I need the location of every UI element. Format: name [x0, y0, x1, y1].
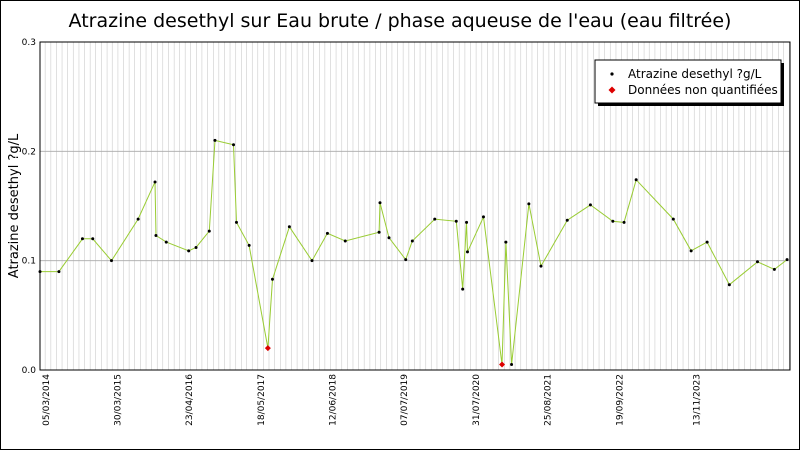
data-point-non-quantified — [499, 361, 506, 368]
legend-marker-measured — [610, 72, 614, 76]
legend: Atrazine desethyl ?g/L Données non quant… — [594, 59, 784, 106]
data-point — [343, 239, 347, 243]
data-point — [565, 218, 569, 222]
series-points — [38, 138, 789, 368]
y-axis-ticks: 0.0 0.1 0.2 0.3 — [22, 38, 37, 376]
data-point — [772, 267, 776, 271]
data-point — [705, 240, 709, 244]
series-lines — [40, 139, 788, 365]
data-point — [465, 220, 469, 224]
data-point — [387, 236, 391, 240]
data-point — [634, 178, 638, 182]
data-point — [207, 229, 211, 233]
data-point — [461, 287, 465, 291]
x-tick-label: 25/08/2021 — [544, 374, 554, 426]
data-point — [234, 220, 238, 224]
data-point — [213, 138, 217, 142]
plot-area — [39, 41, 791, 371]
data-point — [187, 249, 191, 253]
x-tick-label: 19/09/2022 — [615, 374, 625, 426]
data-point — [91, 237, 95, 241]
chart-title: Atrazine desethyl sur Eau brute / phase … — [69, 10, 732, 32]
data-point — [510, 363, 514, 367]
y-tick-label: 0.1 — [22, 257, 36, 267]
data-point — [194, 246, 198, 250]
data-point — [465, 250, 469, 254]
x-tick-label: 05/03/2014 — [42, 374, 52, 426]
y-tick-label: 0.2 — [22, 147, 36, 157]
data-point — [611, 219, 615, 223]
data-point — [57, 270, 61, 274]
data-point — [164, 240, 168, 244]
series-line — [40, 139, 788, 365]
x-tick-label: 13/11/2023 — [692, 374, 702, 426]
data-point — [404, 258, 408, 262]
y-axis-label: Atrazine desethyl ?g/L — [7, 133, 22, 278]
data-point — [377, 230, 381, 234]
data-point — [325, 231, 329, 235]
data-point — [433, 217, 437, 221]
data-point — [454, 219, 458, 223]
data-point — [588, 203, 592, 207]
x-tick-label: 18/05/2017 — [257, 374, 267, 426]
data-point — [671, 217, 675, 221]
data-point-non-quantified — [264, 345, 271, 352]
data-point — [154, 234, 158, 238]
x-tick-label: 12/06/2018 — [329, 374, 339, 426]
data-point — [136, 217, 140, 221]
data-point — [527, 202, 531, 206]
y-tick-label: 0.3 — [22, 38, 36, 48]
data-point — [727, 283, 731, 287]
data-point — [504, 240, 508, 244]
data-point — [378, 201, 382, 205]
x-tick-label: 31/07/2020 — [472, 374, 482, 426]
data-point — [287, 225, 291, 229]
data-point — [539, 264, 543, 268]
legend-entry-non-quantified: Données non quantifiées — [628, 83, 778, 97]
y-tick-label: 0.0 — [22, 366, 37, 376]
data-point — [310, 259, 314, 263]
data-point — [270, 277, 274, 281]
legend-entry-measured: Atrazine desethyl ?g/L — [628, 67, 762, 81]
data-point — [80, 237, 84, 241]
data-point — [232, 143, 236, 147]
data-point — [622, 220, 626, 224]
legend-marker-non-quantified — [608, 86, 616, 94]
x-tick-label: 30/03/2015 — [114, 374, 124, 426]
data-point — [153, 180, 157, 184]
legend-box — [594, 59, 782, 104]
data-point — [785, 258, 789, 262]
x-tick-label: 23/04/2016 — [185, 374, 195, 426]
data-point — [755, 260, 759, 264]
x-axis-ticks: 05/03/2014 30/03/2015 23/04/2016 18/05/2017… — [42, 374, 703, 426]
x-tick-label: 07/07/2019 — [400, 374, 410, 426]
data-point — [481, 215, 485, 219]
data-point — [109, 259, 113, 263]
data-point — [689, 249, 693, 253]
data-point — [247, 243, 251, 247]
data-point — [38, 270, 42, 274]
data-point — [410, 239, 414, 243]
